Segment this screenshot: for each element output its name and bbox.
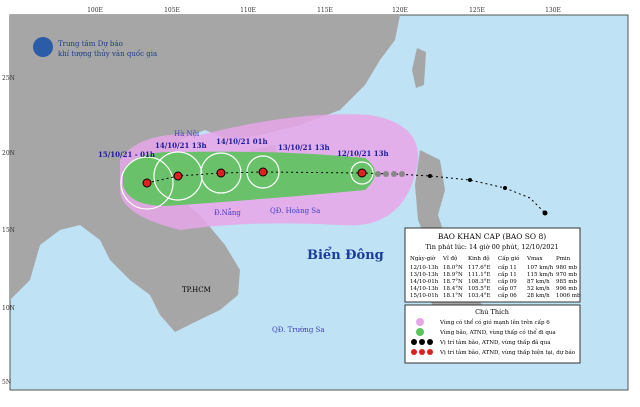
table-cell: 12/10-13h <box>410 265 439 271</box>
info-title: BAO KHAN CAP (BAO SO 8) <box>438 232 546 241</box>
table-cell: 970 mb <box>556 272 577 278</box>
place-label: Đ.Nẵng <box>214 208 241 217</box>
table-cell: 18.0°N <box>443 265 463 271</box>
table-cell: 15/10-01h <box>410 293 439 299</box>
lon-label: 120E <box>392 7 408 14</box>
legend-swatch <box>416 318 424 326</box>
lat-label: 15N <box>2 227 15 234</box>
legend-title: Chú Thích <box>475 308 509 316</box>
table-cell: cấp 06 <box>498 292 517 299</box>
place-label: QĐ. Trường Sa <box>272 326 325 334</box>
island <box>412 48 426 88</box>
legend-item: Vị trí tâm bão, ATND, vùng thấp đã qua <box>439 339 551 346</box>
table-cell: cấp 07 <box>498 285 517 292</box>
table-cell: 985 mb <box>556 279 577 285</box>
track-label: 12/10/21 13h <box>337 149 389 158</box>
track-label: 14/10/21 01h <box>216 137 268 146</box>
lon-label: 105E <box>164 7 180 14</box>
table-cell: 14/10-01h <box>410 279 439 285</box>
lat-label: 5N <box>2 379 11 386</box>
table-header: Kinh độ <box>468 255 490 262</box>
place-label: TP.HCM <box>182 286 211 294</box>
storm-positions <box>142 167 367 188</box>
table-cell: 107 km/h <box>527 265 554 271</box>
table-cell: 28 km/h <box>527 293 550 299</box>
header-text: Trung tâm Dự báo <box>58 40 123 48</box>
legend-item: Vùng bão, ATND, vùng thấp có thể đi qua <box>439 329 556 336</box>
table-cell: cấp 09 <box>498 278 517 285</box>
track <box>146 171 546 214</box>
lat-label: 10N <box>2 305 15 312</box>
place-label: Hà Nội <box>174 129 200 138</box>
table-cell: 117.6°E <box>468 265 491 271</box>
table-cell: cấp 11 <box>498 264 517 271</box>
lat-label: 20N <box>2 150 15 157</box>
track-label: 13/10/21 13h <box>278 143 330 152</box>
table-cell: 115 km/h <box>527 272 554 278</box>
lon-label: 100E <box>87 7 103 14</box>
legend-swatch <box>411 349 433 355</box>
table-cell: 87 km/h <box>527 279 550 285</box>
table-cell: 14/10-13h <box>410 286 439 292</box>
table-cell: 18.1°N <box>443 293 463 299</box>
past-dots <box>428 174 548 216</box>
lon-label: 110E <box>240 7 256 14</box>
table-cell: 1006 mb <box>556 293 581 299</box>
lon-label: 130E <box>545 7 561 14</box>
table-cell: 18.4°N <box>443 286 463 292</box>
lat-label: 25N <box>2 75 15 82</box>
table-cell: 980 mb <box>556 265 577 271</box>
table-header: Pmin <box>556 256 571 262</box>
legend-item: Vị trí tâm bão, ATND, vùng thấp hiện tại… <box>439 349 576 356</box>
table-cell: 18.9°N <box>443 272 463 278</box>
place-label: QĐ. Hoàng Sa <box>270 206 320 215</box>
legend-item: Vùng có thể có gió mạnh lên trên cấp 6 <box>439 319 550 326</box>
table-cell: 52 km/h <box>527 286 550 292</box>
lon-label: 115E <box>317 7 333 14</box>
past-positions <box>375 171 405 177</box>
table-cell: 18.7°N <box>443 279 463 285</box>
land <box>10 15 400 332</box>
table-cell: 996 mb <box>556 286 577 292</box>
logo <box>33 37 53 57</box>
table-cell: 105.5°E <box>468 286 491 292</box>
info-box <box>404 227 581 303</box>
track-label: 15/10/21 - 01h <box>98 150 155 159</box>
track-label: 14/10/21 13h <box>155 141 207 150</box>
table-cell: 108.3°E <box>468 279 491 285</box>
table-header: Cấp gió <box>498 255 520 262</box>
sea-label: Biển Đông <box>307 247 384 263</box>
legend-box <box>404 304 581 364</box>
table-header: Vĩ độ <box>442 255 458 262</box>
table-cell: 111.1°E <box>468 272 491 278</box>
table-cell: 103.4°E <box>468 293 491 299</box>
table-cell: 13/10-13h <box>410 272 439 278</box>
table-header: Vmax <box>526 256 543 262</box>
legend-swatch <box>416 328 424 336</box>
table-header: Ngày-giờ <box>410 255 436 262</box>
island <box>415 150 460 275</box>
table-cell: cấp 11 <box>498 271 517 278</box>
lon-label: 125E <box>469 7 485 14</box>
info-issued: Tin phát lúc: 14 giờ 00 phút, 12/10/2021 <box>425 243 558 251</box>
legend-swatch <box>411 339 433 345</box>
header-text: khí tượng thủy văn quốc gia <box>58 49 157 58</box>
